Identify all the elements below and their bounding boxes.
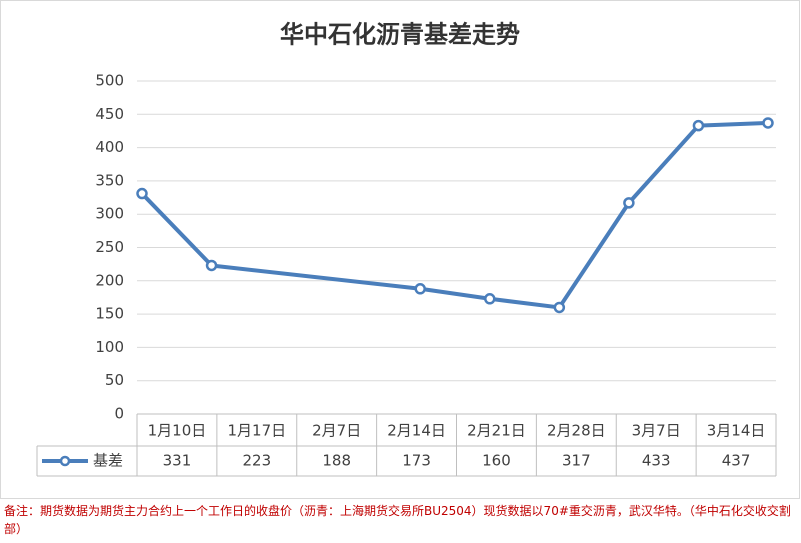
data-point bbox=[553, 301, 566, 314]
table-value: 173 bbox=[402, 452, 431, 470]
table-value: 160 bbox=[482, 452, 511, 470]
y-tick-label: 250 bbox=[95, 238, 124, 256]
x-tick-label: 3月7日 bbox=[632, 422, 681, 440]
legend-marker bbox=[59, 455, 71, 467]
y-tick-label: 50 bbox=[105, 371, 124, 389]
chart-title: 华中石化沥青基差走势 bbox=[280, 20, 520, 49]
table-value: 317 bbox=[562, 452, 591, 470]
data-point bbox=[205, 259, 218, 272]
y-tick-label: 0 bbox=[114, 405, 124, 423]
x-tick-label: 2月7日 bbox=[312, 422, 361, 440]
x-tick-label: 1月17日 bbox=[227, 422, 286, 440]
table-value: 437 bbox=[722, 452, 751, 470]
y-tick-label: 200 bbox=[95, 271, 124, 289]
y-tick-label: 350 bbox=[95, 171, 124, 189]
y-tick-label: 300 bbox=[95, 205, 124, 223]
legend-label: 基差 bbox=[93, 452, 123, 470]
y-tick-label: 450 bbox=[95, 105, 124, 123]
table-value: 433 bbox=[642, 452, 671, 470]
x-tick-label: 3月14日 bbox=[707, 422, 766, 440]
table-value: 331 bbox=[163, 452, 192, 470]
x-tick-label: 2月14日 bbox=[387, 422, 446, 440]
y-tick-label: 500 bbox=[95, 72, 124, 90]
table-value: 223 bbox=[242, 452, 271, 470]
data-point bbox=[762, 117, 774, 129]
x-tick-label: 2月28日 bbox=[547, 422, 606, 440]
chart-border bbox=[0, 0, 800, 499]
footnote: 备注：期货数据为期货主力合约上一个工作日的收盘价（沥青：上海期货交易所BU250… bbox=[4, 504, 791, 536]
data-point bbox=[692, 119, 705, 132]
x-tick-label: 1月10日 bbox=[148, 422, 207, 440]
data-point bbox=[136, 187, 148, 200]
data-point bbox=[414, 283, 426, 295]
series-line bbox=[140, 120, 769, 310]
chart: 华中石化沥青基差走势 0 50 100 150 200 250 300 350 400 450 50… bbox=[0, 0, 800, 499]
data-point bbox=[623, 197, 635, 209]
x-tick-label: 2月21日 bbox=[467, 422, 526, 440]
y-tick-label: 400 bbox=[95, 138, 124, 156]
y-tick-label: 100 bbox=[95, 338, 124, 356]
y-tick-label: 150 bbox=[95, 305, 124, 323]
data-point bbox=[484, 293, 496, 305]
table-value: 188 bbox=[322, 452, 351, 470]
